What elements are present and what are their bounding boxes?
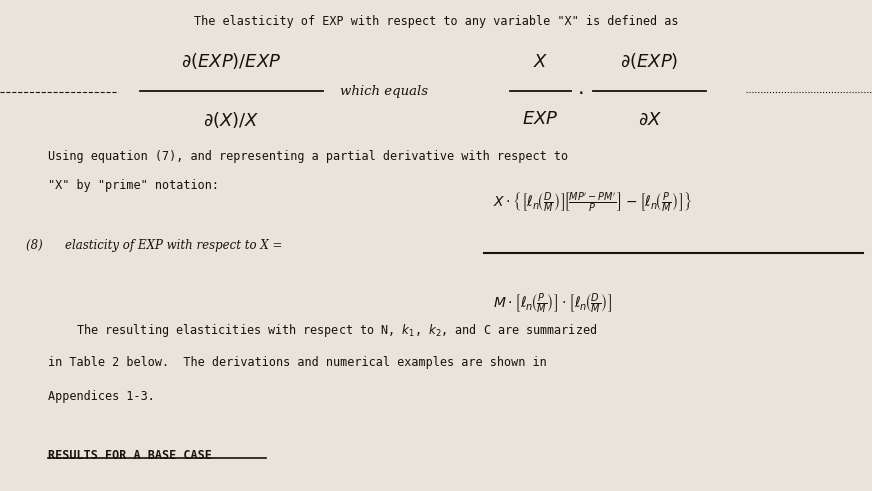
Text: $\partial X$: $\partial X$ xyxy=(637,110,662,129)
Text: The elasticity of EXP with respect to any variable "X" is defined as: The elasticity of EXP with respect to an… xyxy=(194,15,678,27)
Text: Using equation (7), and representing a partial derivative with respect to: Using equation (7), and representing a p… xyxy=(48,150,568,163)
Text: "X" by "prime" notation:: "X" by "prime" notation: xyxy=(48,179,219,192)
Text: elasticity of EXP with respect to X =: elasticity of EXP with respect to X = xyxy=(65,239,283,252)
Text: $\cdot$: $\cdot$ xyxy=(576,82,583,102)
Text: $\partial(EXP)$: $\partial(EXP)$ xyxy=(621,51,678,71)
Text: The resulting elasticities with respect to N, $k_1$, $k_2$, and C are summarized: The resulting elasticities with respect … xyxy=(48,322,597,339)
Text: (8): (8) xyxy=(26,239,51,252)
Text: $\partial(EXP)/EXP$: $\partial(EXP)/EXP$ xyxy=(181,51,282,71)
Text: in Table 2 below.  The derivations and numerical examples are shown in: in Table 2 below. The derivations and nu… xyxy=(48,356,547,369)
Text: which equals: which equals xyxy=(340,85,427,98)
Text: Appendices 1-3.: Appendices 1-3. xyxy=(48,390,155,403)
Text: $\partial(X)/X$: $\partial(X)/X$ xyxy=(203,110,259,131)
Text: $X$: $X$ xyxy=(533,53,548,71)
Text: RESULTS FOR A BASE CASE: RESULTS FOR A BASE CASE xyxy=(48,449,212,462)
Text: $EXP$: $EXP$ xyxy=(522,110,559,129)
Text: $X \cdot \left\{\left[\ell_n\!\left(\frac{D}{M}\right)\right]\!\left[\frac{MP'-P: $X \cdot \left\{\left[\ell_n\!\left(\fra… xyxy=(493,190,692,214)
Text: $M \cdot \left[\ell_n\!\left(\frac{P}{M}\right)\right] \cdot \left[\ell_n\!\left: $M \cdot \left[\ell_n\!\left(\frac{P}{M}… xyxy=(493,292,612,317)
